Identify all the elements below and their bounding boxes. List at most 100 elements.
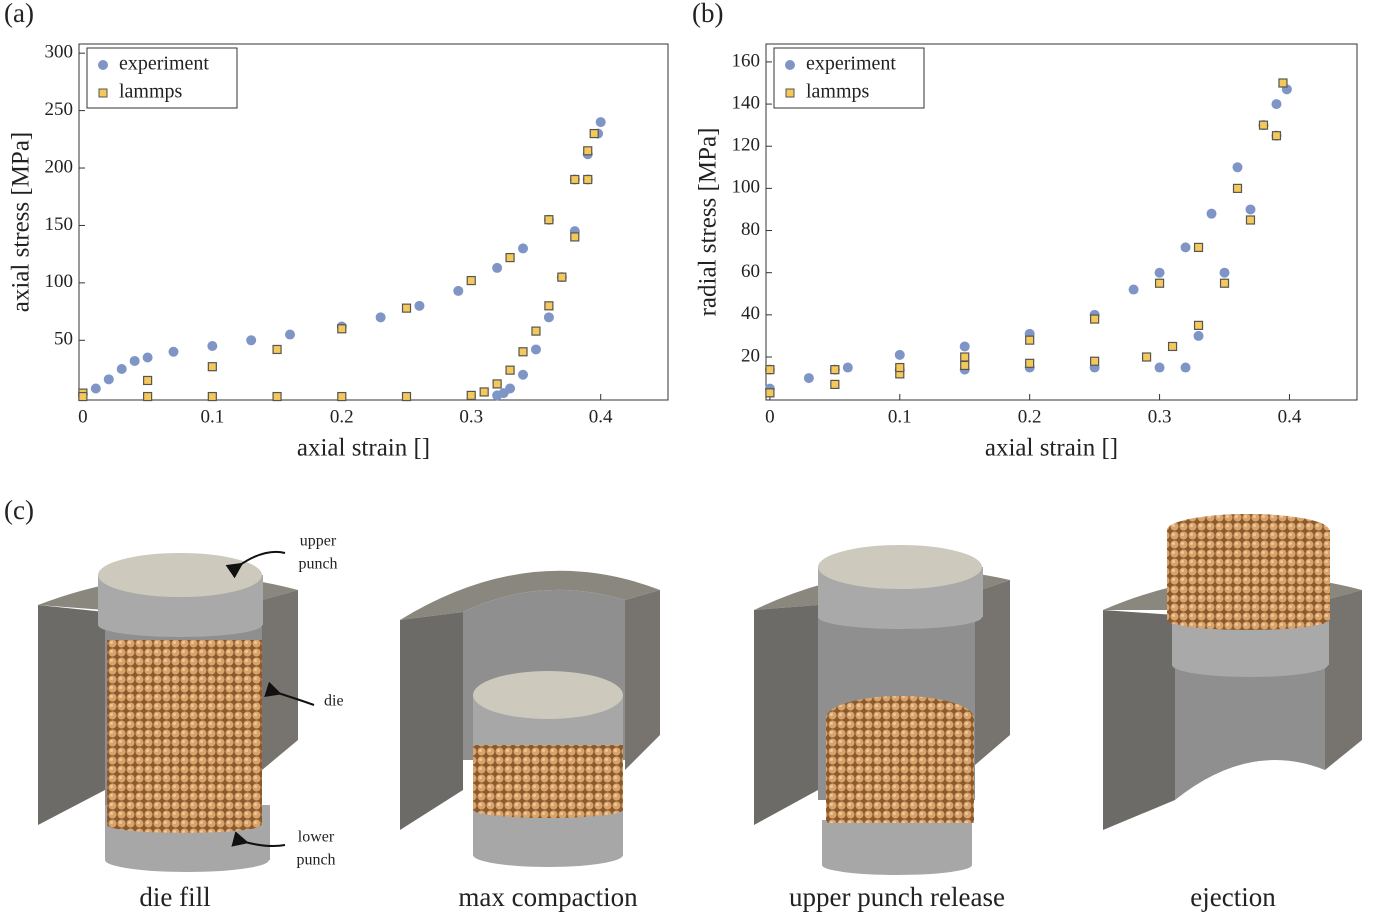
x-tick-label: 0.1 — [200, 406, 224, 427]
y-tick-label: 80 — [741, 219, 760, 240]
x-tick-label: 0.2 — [1018, 406, 1042, 427]
x-tick-label: 0.4 — [1278, 406, 1302, 427]
data-point — [1219, 267, 1230, 278]
y-tick-label: 60 — [741, 261, 760, 282]
legend-marker — [785, 88, 795, 98]
data-point — [765, 388, 775, 398]
data-point — [531, 326, 541, 336]
data-point — [583, 174, 593, 185]
x-tick-label: 0 — [78, 406, 88, 427]
stage-label: upper punch release — [789, 882, 1005, 912]
ejection-illustration — [1103, 514, 1362, 830]
data-point — [272, 344, 282, 355]
annotation: punch — [298, 556, 337, 573]
data-point — [518, 347, 528, 357]
data-point — [830, 365, 840, 375]
data-point — [492, 390, 503, 401]
legend-box — [773, 47, 925, 109]
data-point — [1090, 314, 1100, 324]
data-point — [1025, 358, 1035, 368]
data-point — [1232, 162, 1243, 173]
y-tick-label: 40 — [741, 303, 760, 324]
stage-label: die fill — [139, 882, 210, 912]
y-tick-label: 300 — [45, 42, 74, 63]
data-point — [466, 275, 476, 286]
y-axis-label: axial stress [MPa] — [8, 132, 35, 313]
data-point — [129, 355, 140, 366]
data-point — [595, 117, 606, 128]
legend-label: experiment — [119, 53, 209, 75]
x-tick-label: 0 — [765, 406, 775, 427]
data-point — [1271, 131, 1282, 141]
y-tick-label: 160 — [732, 50, 761, 71]
data-point — [765, 365, 775, 375]
data-point — [168, 346, 179, 357]
data-point — [960, 360, 970, 371]
data-point — [830, 379, 840, 390]
data-point — [90, 383, 101, 394]
panel-label: (b) — [692, 0, 723, 28]
y-axis-label: radial stress [MPa] — [695, 128, 722, 317]
data-point — [960, 352, 970, 362]
legend-marker — [98, 88, 108, 98]
data-point — [583, 146, 593, 156]
data-point — [103, 374, 114, 385]
data-point — [466, 390, 476, 401]
data-point — [895, 362, 905, 373]
x-tick-label: 0.4 — [589, 406, 613, 427]
data-point — [337, 324, 347, 334]
panel-label: (c) — [4, 495, 34, 525]
legend-label: experiment — [806, 53, 896, 75]
legend-box — [86, 47, 238, 109]
data-point — [959, 341, 970, 352]
stage-label: max compaction — [458, 882, 638, 912]
data-point — [1206, 208, 1217, 219]
data-point — [453, 285, 464, 296]
data-point — [803, 373, 814, 384]
data-point — [570, 232, 580, 242]
data-point — [1245, 204, 1256, 215]
data-point — [1128, 284, 1139, 295]
x-tick-label: 0.3 — [459, 406, 483, 427]
data-point — [401, 303, 412, 313]
die-fill-illustration — [38, 550, 315, 872]
data-point — [1180, 362, 1191, 373]
data-point — [544, 301, 554, 311]
panel-label: (a) — [4, 0, 34, 28]
data-point — [1271, 99, 1282, 110]
data-point — [375, 312, 386, 323]
data-point — [1258, 120, 1269, 130]
data-point — [1232, 183, 1243, 193]
data-point — [557, 272, 567, 282]
data-point — [272, 391, 282, 402]
data-point — [505, 253, 515, 263]
data-point — [246, 335, 257, 346]
data-point — [1193, 330, 1204, 341]
data-point — [479, 387, 489, 397]
x-tick-label: 0.1 — [888, 406, 912, 427]
data-point — [842, 362, 853, 373]
legend-marker — [785, 60, 795, 70]
data-point — [589, 128, 599, 139]
x-tick-label: 0.3 — [1148, 406, 1172, 427]
data-point — [518, 369, 529, 380]
data-point — [1154, 278, 1165, 288]
data-point — [505, 365, 515, 375]
data-point — [207, 341, 218, 352]
data-point — [207, 391, 217, 402]
data-point — [492, 262, 503, 273]
data-point — [530, 344, 541, 355]
data-point — [1278, 78, 1288, 88]
data-point — [1193, 320, 1204, 330]
legend-marker — [98, 60, 108, 70]
y-tick-label: 140 — [732, 92, 761, 113]
data-point — [1219, 278, 1230, 288]
data-point — [143, 391, 153, 402]
data-point — [116, 363, 127, 374]
annotation: upper — [300, 533, 337, 550]
y-tick-label: 100 — [732, 177, 761, 198]
y-tick-label: 250 — [45, 99, 74, 120]
data-point — [78, 391, 88, 402]
data-point — [1245, 215, 1256, 225]
